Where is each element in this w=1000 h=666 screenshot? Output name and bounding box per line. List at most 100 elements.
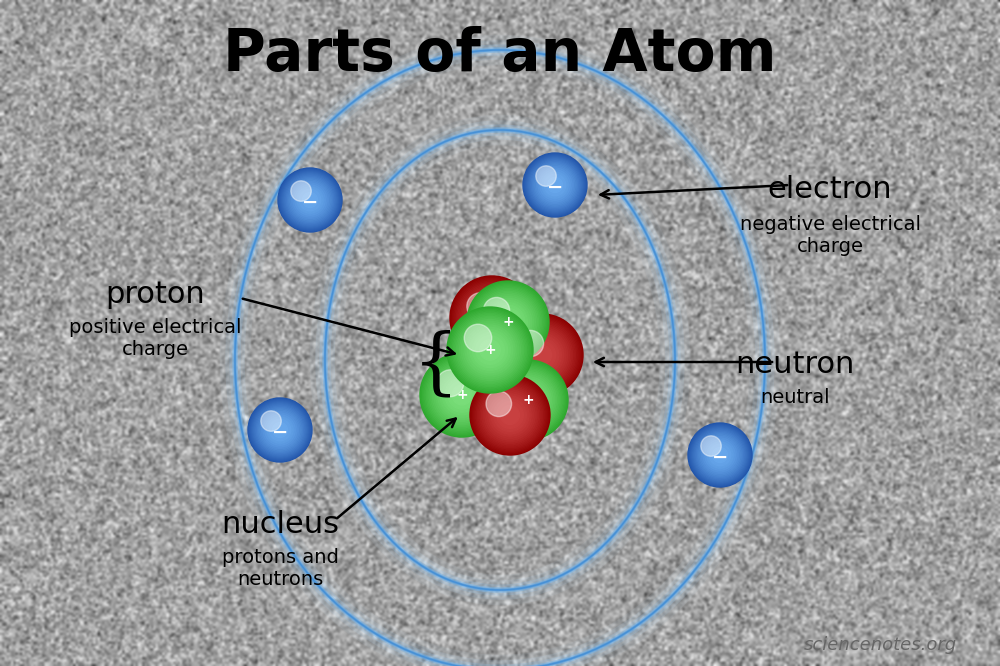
Text: }: }	[395, 325, 441, 395]
Circle shape	[532, 346, 552, 365]
Circle shape	[261, 411, 281, 432]
Circle shape	[486, 391, 512, 417]
Circle shape	[280, 170, 340, 230]
Circle shape	[252, 402, 308, 458]
Text: neutral: neutral	[760, 388, 830, 407]
Circle shape	[542, 172, 568, 198]
Circle shape	[489, 302, 527, 342]
Circle shape	[503, 375, 553, 425]
Circle shape	[278, 168, 342, 232]
Circle shape	[498, 370, 558, 430]
Circle shape	[700, 435, 740, 475]
Text: Parts of an Atom: Parts of an Atom	[223, 27, 777, 83]
Circle shape	[481, 294, 535, 350]
Circle shape	[475, 380, 545, 450]
Circle shape	[302, 192, 318, 208]
Circle shape	[445, 378, 479, 412]
Circle shape	[455, 315, 525, 385]
Circle shape	[512, 384, 544, 416]
Text: proton: proton	[105, 280, 205, 309]
Text: +: +	[456, 388, 468, 402]
Circle shape	[255, 405, 305, 455]
Circle shape	[702, 436, 738, 474]
Circle shape	[490, 362, 566, 438]
Circle shape	[426, 359, 498, 431]
Circle shape	[251, 401, 309, 460]
Circle shape	[262, 412, 298, 448]
Circle shape	[476, 290, 540, 354]
Text: negative electrical
charge: negative electrical charge	[740, 215, 920, 256]
Circle shape	[504, 376, 530, 402]
Circle shape	[497, 369, 559, 432]
Circle shape	[491, 364, 565, 436]
Circle shape	[431, 364, 493, 426]
Circle shape	[458, 284, 526, 352]
Circle shape	[476, 381, 544, 449]
Text: neutron: neutron	[735, 350, 855, 379]
Circle shape	[459, 285, 525, 351]
Circle shape	[287, 177, 333, 222]
Circle shape	[464, 290, 520, 346]
Text: +: +	[484, 343, 496, 357]
Circle shape	[253, 403, 307, 457]
Circle shape	[448, 381, 476, 409]
Circle shape	[454, 280, 530, 356]
Circle shape	[472, 377, 548, 453]
Circle shape	[290, 180, 330, 220]
Circle shape	[281, 170, 339, 229]
Text: −: −	[547, 178, 563, 196]
Circle shape	[285, 175, 335, 225]
Circle shape	[494, 308, 522, 336]
Circle shape	[436, 369, 488, 421]
Circle shape	[519, 390, 537, 410]
Circle shape	[517, 330, 544, 356]
Circle shape	[467, 327, 513, 373]
Circle shape	[461, 286, 523, 349]
Circle shape	[466, 292, 518, 344]
Circle shape	[283, 172, 337, 227]
Circle shape	[451, 311, 529, 389]
Circle shape	[272, 422, 288, 438]
Circle shape	[465, 325, 515, 375]
Circle shape	[467, 281, 549, 363]
Circle shape	[691, 426, 749, 484]
Circle shape	[695, 430, 745, 480]
Circle shape	[497, 402, 523, 428]
Circle shape	[425, 358, 499, 432]
Circle shape	[701, 436, 721, 456]
Text: sciencenotes.org: sciencenotes.org	[803, 636, 957, 654]
Circle shape	[693, 428, 747, 482]
Circle shape	[505, 318, 579, 392]
Circle shape	[689, 424, 751, 486]
Circle shape	[530, 160, 580, 210]
Circle shape	[501, 314, 583, 396]
Circle shape	[503, 316, 581, 394]
Circle shape	[527, 157, 583, 213]
Circle shape	[483, 298, 510, 324]
Circle shape	[520, 334, 564, 376]
Circle shape	[494, 399, 526, 432]
Circle shape	[469, 283, 547, 361]
Circle shape	[534, 164, 576, 206]
Circle shape	[705, 440, 735, 470]
Circle shape	[452, 385, 472, 405]
Circle shape	[254, 404, 306, 456]
Circle shape	[299, 189, 321, 210]
Circle shape	[297, 187, 323, 213]
Circle shape	[476, 336, 504, 364]
Text: positive electrical
charge: positive electrical charge	[69, 318, 241, 359]
Circle shape	[547, 177, 563, 192]
Circle shape	[291, 180, 311, 201]
Circle shape	[484, 298, 532, 346]
Circle shape	[477, 292, 539, 352]
Circle shape	[289, 178, 331, 221]
Circle shape	[495, 368, 561, 433]
Circle shape	[471, 284, 545, 360]
Circle shape	[498, 312, 518, 332]
Circle shape	[463, 323, 517, 377]
Circle shape	[712, 448, 728, 463]
Circle shape	[538, 168, 572, 202]
Circle shape	[470, 330, 510, 370]
Circle shape	[690, 425, 750, 485]
Text: +: +	[502, 315, 514, 329]
